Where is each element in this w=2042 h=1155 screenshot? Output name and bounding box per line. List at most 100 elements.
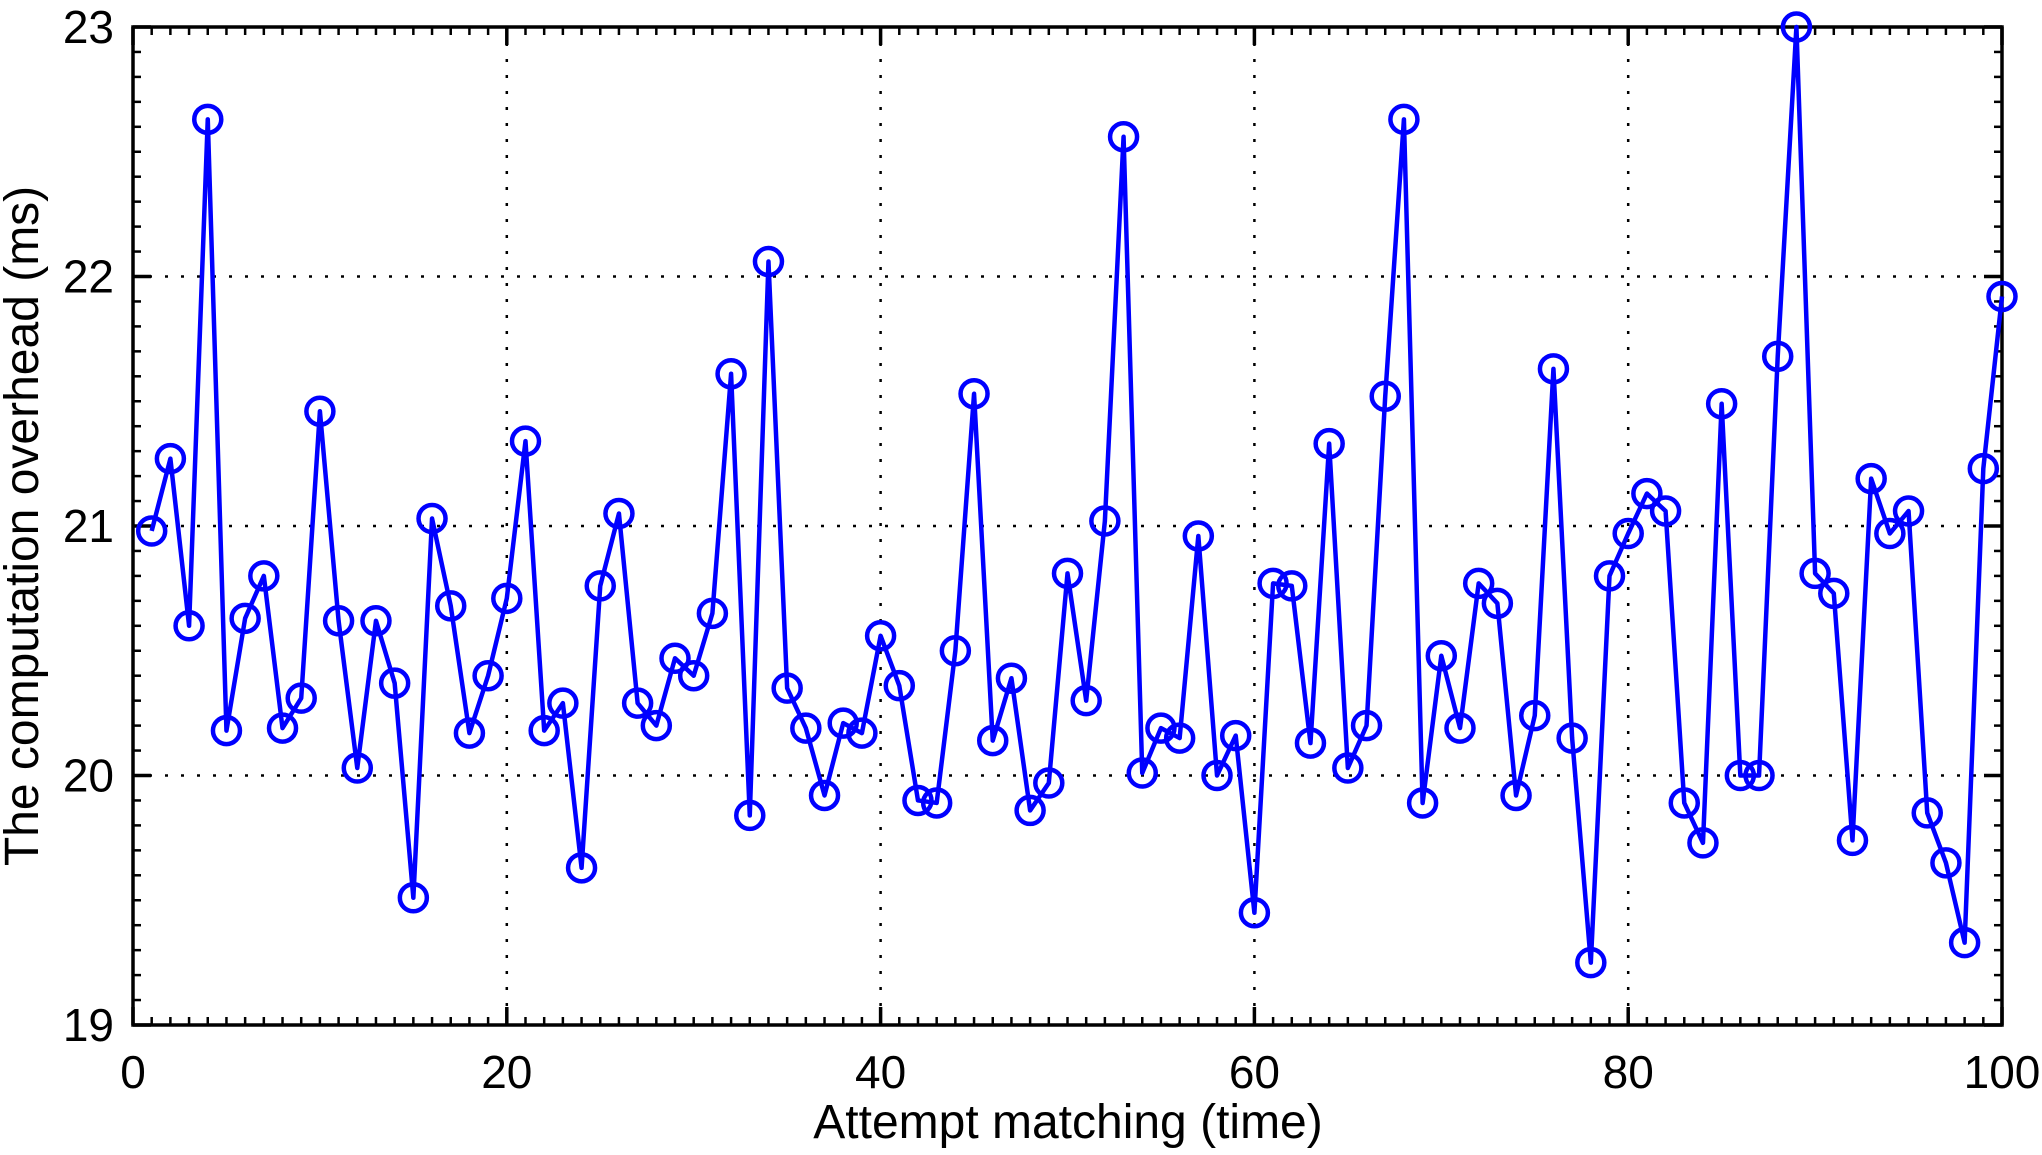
data-point-marker — [1874, 517, 1906, 550]
data-point-marker — [584, 570, 616, 602]
data-point-marker — [1668, 787, 1701, 819]
y-tick-label: 19 — [63, 999, 114, 1051]
data-point-marker — [1743, 759, 1775, 792]
x-tick-label: 80 — [1603, 1046, 1654, 1098]
data-line — [149, 24, 2005, 965]
data-point-marker — [734, 799, 766, 832]
data-point-marker — [1182, 520, 1215, 552]
data-point-marker — [1257, 567, 1289, 600]
data-point-marker — [1575, 946, 1607, 979]
data-point-marker — [1967, 452, 2000, 485]
x-tick-label: 100 — [1964, 1046, 2041, 1098]
data-point-marker — [883, 669, 916, 702]
x-tick-label: 60 — [1229, 1046, 1280, 1098]
data-point-marker — [1294, 727, 1327, 759]
data-point-marker — [1780, 11, 1813, 43]
data-point-marker — [378, 667, 411, 699]
data-series — [135, 11, 2018, 979]
data-point-marker — [864, 620, 897, 652]
axis-ticks: 0 20 40 60 80 100 19 20 21 22 23 — [63, 1, 2041, 1098]
data-point-marker — [1519, 699, 1551, 732]
data-point-marker — [1836, 824, 1869, 857]
data-point-marker — [1892, 495, 1925, 527]
data-point-marker — [827, 707, 859, 739]
data-point-marker — [453, 717, 486, 749]
x-axis-title: Attempt matching (time) — [813, 1096, 1322, 1149]
data-point-marker — [509, 425, 542, 457]
data-point-marker — [547, 687, 579, 719]
data-point-marker — [1687, 827, 1719, 859]
y-tick-label: 22 — [63, 251, 114, 303]
data-point-marker — [1107, 121, 1140, 153]
data-point-marker — [659, 642, 691, 674]
data-point-marker — [1724, 759, 1757, 792]
data-point-marker — [1014, 794, 1046, 827]
data-point-marker — [1201, 759, 1233, 792]
data-point-marker — [322, 605, 355, 637]
data-point-marker — [1388, 103, 1420, 136]
data-point-marker — [1350, 709, 1383, 742]
y-tick-label: 20 — [63, 750, 114, 802]
data-point-marker — [1276, 570, 1308, 602]
data-point-marker — [341, 752, 374, 784]
data-point-marker — [248, 560, 280, 592]
data-point-marker — [397, 882, 430, 914]
data-point-marker — [135, 515, 168, 547]
y-axis-title: The computation overhead (ms) — [0, 186, 49, 866]
data-point-marker — [1406, 787, 1439, 819]
data-point-marker — [360, 605, 392, 637]
data-point-marker — [1089, 505, 1121, 537]
data-point-marker — [1332, 752, 1364, 784]
data-point-marker — [1818, 577, 1850, 610]
x-tick-label: 40 — [855, 1046, 906, 1098]
data-point-marker — [976, 724, 1009, 757]
data-point-marker — [1126, 757, 1159, 789]
data-point-marker — [958, 378, 990, 410]
data-point-marker — [266, 712, 299, 744]
data-point-marker — [1070, 684, 1102, 717]
data-point-marker — [1855, 462, 1887, 495]
data-point-marker — [696, 597, 729, 630]
data-point-marker — [1051, 557, 1084, 590]
data-point-marker — [603, 497, 635, 530]
data-point-marker — [1369, 380, 1401, 413]
data-point-marker — [565, 852, 598, 884]
data-point-marker — [1911, 797, 1943, 829]
data-point-marker — [1425, 639, 1458, 672]
y-tick-label: 21 — [63, 500, 114, 552]
data-point-marker — [1948, 926, 1981, 959]
data-point-marker — [1705, 387, 1738, 420]
data-point-marker — [1163, 722, 1196, 754]
data-point-marker — [1761, 340, 1794, 373]
x-tick-label: 0 — [120, 1046, 146, 1098]
data-point-marker — [1649, 495, 1682, 527]
data-point-marker — [902, 784, 934, 817]
data-point-marker — [491, 582, 523, 615]
data-point-marker — [677, 659, 710, 692]
data-point-marker — [528, 714, 560, 747]
data-point-marker — [1219, 719, 1252, 752]
data-point-marker — [1556, 722, 1588, 754]
data-point-marker — [1500, 779, 1532, 812]
data-point-marker — [621, 687, 654, 719]
data-point-marker — [1313, 427, 1345, 460]
data-point-marker — [472, 659, 504, 692]
data-point-marker — [1033, 767, 1065, 799]
y-tick-label: 23 — [63, 1, 114, 53]
data-point-marker — [790, 712, 822, 744]
data-point-marker — [846, 717, 878, 749]
data-point-marker — [210, 714, 243, 747]
data-point-marker — [1481, 587, 1514, 620]
data-point-marker — [1537, 353, 1570, 385]
data-point-marker — [1444, 712, 1476, 744]
data-point-marker — [285, 682, 317, 714]
data-point-marker — [192, 103, 224, 136]
data-point-marker — [304, 395, 336, 427]
data-point-marker — [939, 635, 972, 667]
data-point-marker — [173, 610, 205, 642]
data-point-marker — [1462, 567, 1495, 600]
data-point-marker — [771, 672, 803, 704]
data-point-marker — [154, 442, 187, 475]
data-point-marker — [715, 358, 747, 390]
